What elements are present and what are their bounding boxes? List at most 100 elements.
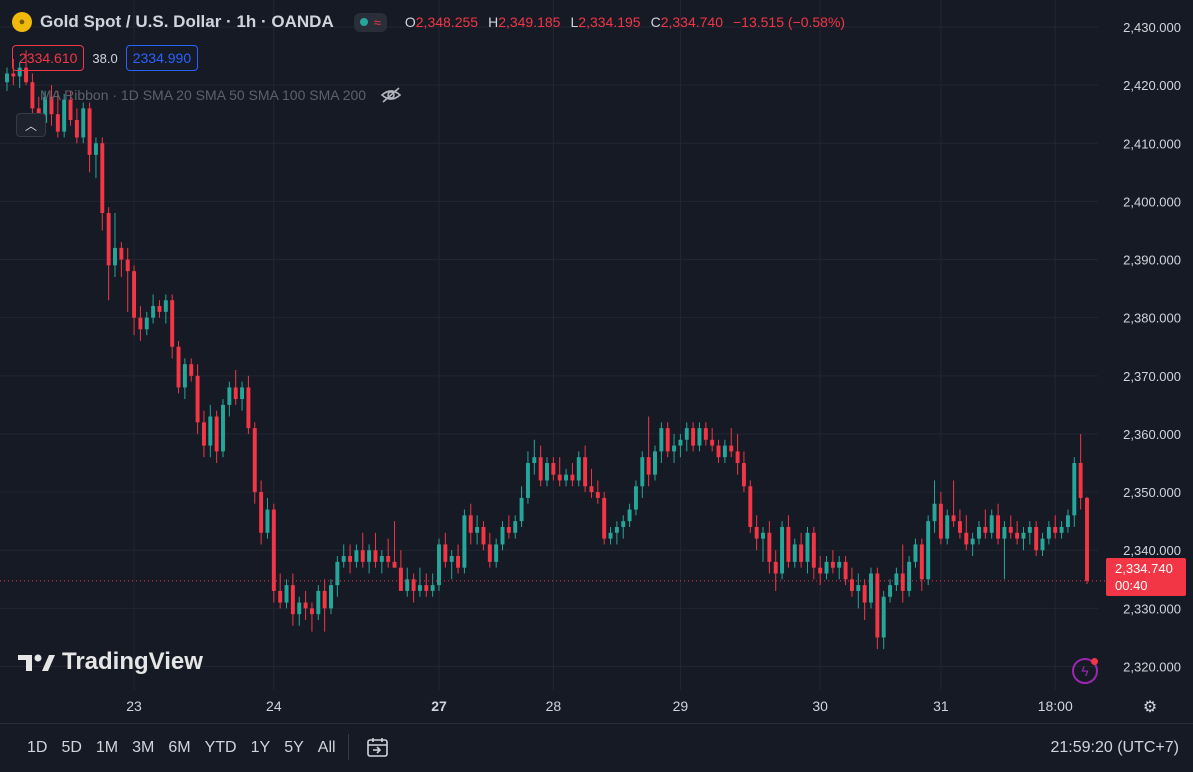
candle-body <box>74 120 79 138</box>
candle <box>640 451 645 498</box>
y-tick-label: 2,410.000 <box>1123 136 1181 151</box>
candle <box>926 515 931 586</box>
candle-body <box>1085 497 1089 581</box>
candle <box>545 457 549 487</box>
low-label: L <box>570 14 579 30</box>
candle <box>564 468 569 487</box>
range-ytd[interactable]: YTD <box>204 739 237 756</box>
candle-body <box>913 544 918 562</box>
candle-body <box>614 526 619 533</box>
candle <box>379 550 384 574</box>
candle <box>710 428 715 452</box>
candle <box>354 544 359 568</box>
candle <box>246 375 251 434</box>
clock-timezone[interactable]: 21:59:20 (UTC+7) <box>1050 739 1179 756</box>
candle-body <box>316 590 321 615</box>
candle-body <box>360 550 365 562</box>
sell-button[interactable]: 2334.610 <box>12 45 85 71</box>
candle <box>722 439 727 464</box>
range-3m[interactable]: 3M <box>132 739 155 756</box>
price-axis[interactable]: 2,430.000 2,420.000 2,410.000 2,400.000 2,39… <box>1123 20 1181 675</box>
lightning-icon[interactable]: ϟ <box>1072 658 1098 684</box>
candle <box>81 102 86 144</box>
x-tick-label: 30 <box>812 698 828 714</box>
candle <box>646 416 651 487</box>
range-1m[interactable]: 1M <box>95 739 119 756</box>
candle-body <box>456 556 461 568</box>
range-5d[interactable]: 5D <box>61 739 82 756</box>
market-status-pill[interactable]: ≈ <box>353 12 387 32</box>
candle <box>862 579 867 620</box>
range-all[interactable]: All <box>317 739 336 756</box>
candle-body <box>49 96 54 115</box>
candle-body <box>977 526 981 539</box>
candle <box>614 521 619 545</box>
candle-body <box>348 556 353 562</box>
candle <box>792 538 797 568</box>
eye-off-icon[interactable] <box>380 86 402 104</box>
candle <box>843 556 848 586</box>
candle <box>888 579 893 603</box>
candle <box>189 358 194 382</box>
candle-body <box>818 567 823 574</box>
price-chart[interactable]: 2,430.000 2,420.000 2,410.000 2,400.000 2,39… <box>0 0 1193 723</box>
candle-body <box>703 428 708 440</box>
candle-body <box>583 457 588 487</box>
candle-body <box>151 306 156 318</box>
indicator-legend[interactable]: MA Ribbon · 1D SMA 20 SMA 50 SMA 100 SMA… <box>40 86 402 104</box>
candle <box>106 207 111 301</box>
candle-body <box>201 422 206 446</box>
range-1d[interactable]: 1D <box>27 739 48 756</box>
candle <box>1002 521 1007 580</box>
range-5y[interactable]: 5Y <box>284 739 304 756</box>
candle-body <box>373 550 378 562</box>
candle-body <box>907 561 912 591</box>
candle-body <box>932 503 937 522</box>
range-1y[interactable]: 1Y <box>250 739 271 756</box>
candle-body <box>119 247 124 260</box>
collapse-legend-button[interactable]: ︿ <box>16 113 46 137</box>
candle-body <box>462 515 467 568</box>
candle-body <box>1065 515 1070 527</box>
candle <box>881 590 886 650</box>
candle-body <box>767 532 772 562</box>
symbol-title[interactable]: Gold Spot / U.S. Dollar · 1h · OANDA <box>40 12 334 31</box>
candle-body <box>621 521 626 527</box>
candle <box>341 544 346 568</box>
candle-body <box>754 526 759 539</box>
candle <box>1040 532 1045 557</box>
settings-icon[interactable]: ⚙ <box>1142 699 1158 716</box>
candle <box>767 521 772 574</box>
candle-body <box>62 99 67 132</box>
candle-body <box>773 561 778 574</box>
calendar-goto-icon[interactable] <box>366 737 390 759</box>
y-tick-label: 2,390.000 <box>1123 253 1181 268</box>
candle <box>329 579 333 615</box>
buy-button[interactable]: 2334.990 <box>125 45 199 71</box>
candle <box>468 503 473 545</box>
candle <box>957 509 962 539</box>
x-tick-label: 31 <box>933 698 949 714</box>
time-axis[interactable]: 23 24 27 28 29 30 31 18:00 <box>126 698 1073 714</box>
candle-body <box>1008 526 1013 533</box>
candle <box>481 521 486 551</box>
candle-body <box>335 561 340 586</box>
candle <box>583 445 588 493</box>
candle-body <box>1027 526 1032 533</box>
candle-body <box>716 445 721 458</box>
candle-body <box>475 526 480 533</box>
candle <box>24 50 29 86</box>
candle <box>894 567 899 591</box>
candle-body <box>271 509 276 591</box>
candle-body <box>494 544 499 562</box>
candle <box>506 515 511 539</box>
candle <box>113 213 117 277</box>
candle-body <box>589 486 594 493</box>
candle <box>475 515 480 545</box>
candle <box>900 544 905 603</box>
y-tick-label: 2,370.000 <box>1123 369 1181 384</box>
candle <box>532 439 537 475</box>
candle-body <box>303 602 308 609</box>
candle <box>570 463 575 487</box>
range-6m[interactable]: 6M <box>168 739 191 756</box>
